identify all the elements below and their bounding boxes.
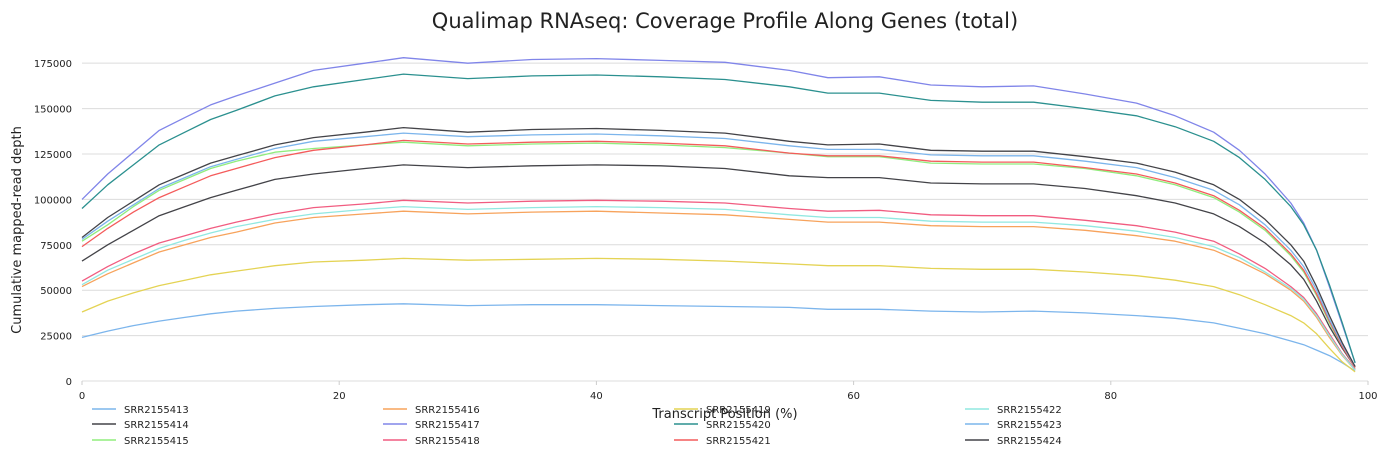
legend-label: SRR2155413 bbox=[124, 405, 189, 416]
legend-label: SRR2155417 bbox=[415, 420, 480, 431]
legend-item: SRR2155414 bbox=[92, 420, 189, 431]
legend: SRR2155413 SRR2155414 SRR2155415 SRR2155416… bbox=[92, 405, 1062, 447]
series-line-SRR2155413 bbox=[81, 303, 1356, 372]
x-tick-label: 0 bbox=[79, 391, 85, 402]
series-line-SRR2155420 bbox=[81, 73, 1356, 363]
legend-item: SRR2155417 bbox=[383, 420, 480, 431]
legend-label: SRR2155422 bbox=[997, 405, 1062, 416]
x-axis-label: Transcript Position (%) bbox=[651, 407, 797, 422]
legend-label: SRR2155418 bbox=[415, 436, 480, 447]
series-line-SRR2155421 bbox=[81, 139, 1356, 368]
x-tick-label: 20 bbox=[333, 391, 346, 402]
y-axis-ticks: 0 25000 50000 75000 100000 125000 150000 175000 bbox=[34, 59, 72, 388]
x-tick-label: 40 bbox=[590, 391, 603, 402]
y-tick-label: 175000 bbox=[34, 59, 72, 70]
x-axis-ticks: 0 20 40 60 80 100 bbox=[79, 381, 1378, 402]
legend-label: SRR2155421 bbox=[706, 436, 771, 447]
y-axis-label: Cumulative mapped-read depth bbox=[10, 126, 25, 334]
legend-item: SRR2155422 bbox=[965, 405, 1062, 416]
y-tick-label: 75000 bbox=[40, 241, 72, 252]
y-tick-label: 150000 bbox=[34, 105, 72, 116]
x-tick-label: 60 bbox=[847, 391, 860, 402]
series-line-SRR2155414 bbox=[81, 164, 1356, 368]
y-tick-label: 50000 bbox=[40, 286, 72, 297]
legend-item: SRR2155423 bbox=[965, 420, 1062, 431]
legend-item: SRR2155415 bbox=[92, 436, 189, 447]
series-lines bbox=[81, 57, 1356, 373]
series-line-SRR2155416 bbox=[81, 210, 1356, 371]
y-tick-label: 25000 bbox=[40, 332, 72, 343]
series-line-SRR2155424 bbox=[81, 126, 1356, 367]
legend-item: SRR2155421 bbox=[674, 436, 771, 447]
chart-title: Qualimap RNAseq: Coverage Profile Along … bbox=[432, 9, 1018, 33]
y-tick-label: 100000 bbox=[34, 195, 72, 206]
legend-item: SRR2155419 bbox=[674, 405, 771, 416]
legend-label: SRR2155423 bbox=[997, 420, 1062, 431]
legend-label: SRR2155414 bbox=[124, 420, 189, 431]
y-tick-label: 125000 bbox=[34, 150, 72, 161]
series-line-SRR2155418 bbox=[81, 199, 1356, 370]
legend-item: SRR2155413 bbox=[92, 405, 189, 416]
series-line-SRR2155419 bbox=[81, 257, 1356, 373]
x-tick-label: 100 bbox=[1358, 391, 1377, 402]
x-tick-label: 80 bbox=[1104, 391, 1117, 402]
series-line-SRR2155415 bbox=[81, 141, 1356, 368]
legend-label: SRR2155416 bbox=[415, 405, 480, 416]
series-line-SRR2155422 bbox=[81, 205, 1356, 371]
series-line-SRR2155417 bbox=[81, 57, 1356, 364]
legend-item: SRR2155424 bbox=[965, 436, 1062, 447]
legend-label: SRR2155415 bbox=[124, 436, 189, 447]
legend-item: SRR2155420 bbox=[674, 420, 771, 431]
legend-label: SRR2155424 bbox=[997, 436, 1062, 447]
legend-label: SRR2155420 bbox=[706, 420, 771, 431]
legend-item: SRR2155418 bbox=[383, 436, 480, 447]
y-tick-label: 0 bbox=[66, 377, 72, 388]
series-line-SRR2155423 bbox=[81, 132, 1356, 367]
grid-lines bbox=[82, 62, 1368, 382]
legend-label: SRR2155419 bbox=[706, 405, 771, 416]
legend-item: SRR2155416 bbox=[383, 405, 480, 416]
